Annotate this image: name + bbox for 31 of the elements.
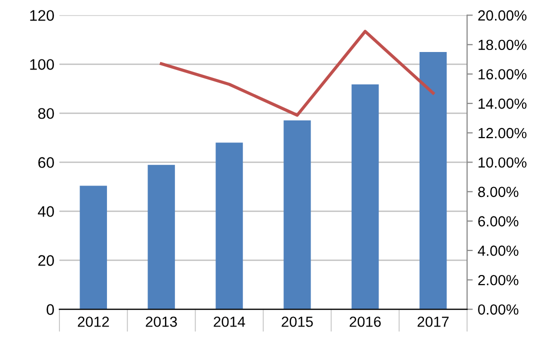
x-tick-label: 2013 [146,316,177,327]
bar [352,84,379,310]
y2-tick-label: 0.00% [478,304,518,315]
y2-tick-label: 14.00% [478,98,526,109]
y2-tick-label: 18.00% [478,40,526,50]
y-tick-label: 80 [38,108,54,119]
y-tick-label: 20 [38,255,54,266]
x-tick-label: 2012 [78,316,109,327]
y-tick-label: 120 [30,10,54,21]
y2-tick-label: 20.00% [478,10,526,21]
y2-tick-label: 6.00% [478,216,518,226]
y2-tick-label: 16.00% [478,69,526,80]
bar [80,186,107,310]
x-tick-label: 2017 [418,316,449,327]
y-tick-label: 40 [38,206,54,217]
y2-tick-label: 8.00% [478,186,518,198]
x-tick-label: 2014 [214,316,246,327]
bar [148,164,175,310]
bar [420,52,447,310]
x-tick-label: 2015 [282,316,313,327]
line-series [160,30,435,117]
y2-tick-label: 12.00% [478,128,526,138]
y-tick-label: 100 [30,59,54,70]
x-tick-label: 2016 [350,316,381,327]
y-tick-label: 0 [46,304,54,315]
y-tick-label: 60 [38,157,54,168]
bar [216,142,243,310]
y2-tick-label: 2.00% [478,274,518,286]
y2-tick-label: 10.00% [478,157,526,168]
bar [284,120,311,310]
y2-tick-label: 4.00% [478,246,518,256]
